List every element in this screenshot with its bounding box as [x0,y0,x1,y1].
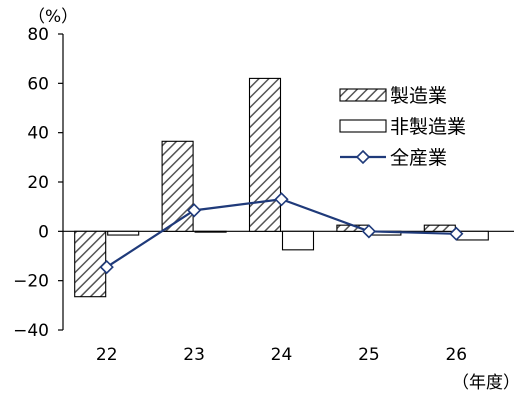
x-tick-label: 23 [183,345,205,365]
y-tick-label: 0 [38,222,49,242]
x-tick-label: 24 [271,345,293,365]
y-tick-label: 20 [27,173,49,193]
bar-manufacturing-26 [423,224,456,232]
legend-swatch-0 [339,88,387,102]
line-all-industries [106,198,457,269]
marker-all-industries-23 [186,203,202,218]
y-tick-label: 60 [27,74,49,94]
y-tick-label: −40 [13,321,49,341]
legend-diamond-icon [355,149,371,165]
y-tick-label: −20 [13,272,49,292]
line-series [99,192,464,275]
x-axis-unit: （年度） [452,373,520,393]
marker-all-industries-24 [274,192,289,207]
bar-nonmanufacturing-24 [281,230,315,251]
legend-label-0: 製造業 [390,85,447,107]
marker-all-industries-22 [99,259,114,275]
marker-all-industries-25 [361,224,377,239]
bar-nonmanufacturing-22 [107,230,140,236]
bar-manufacturing-22 [74,230,107,298]
x-tick-label: 26 [445,345,467,365]
y-tick-label: 80 [27,25,49,45]
legend-swatch-1 [339,119,387,133]
y-axis-unit: （%） [28,7,78,27]
y-axis: 80 60 40 20 0 −20 −40 [13,25,64,341]
bar-manufacturing-23 [161,140,194,232]
legend-label-2: 全産業 [390,147,447,169]
y-tick-label: 40 [27,124,49,144]
x-tick-label: 25 [358,345,380,365]
bar-nonmanufacturing-23 [194,230,227,233]
bar-manufacturing-24 [248,77,282,232]
legend-label-1: 非製造業 [390,116,466,138]
bars [74,77,489,298]
marker-all-industries-26 [449,226,464,241]
x-tick-label: 22 [96,345,118,365]
